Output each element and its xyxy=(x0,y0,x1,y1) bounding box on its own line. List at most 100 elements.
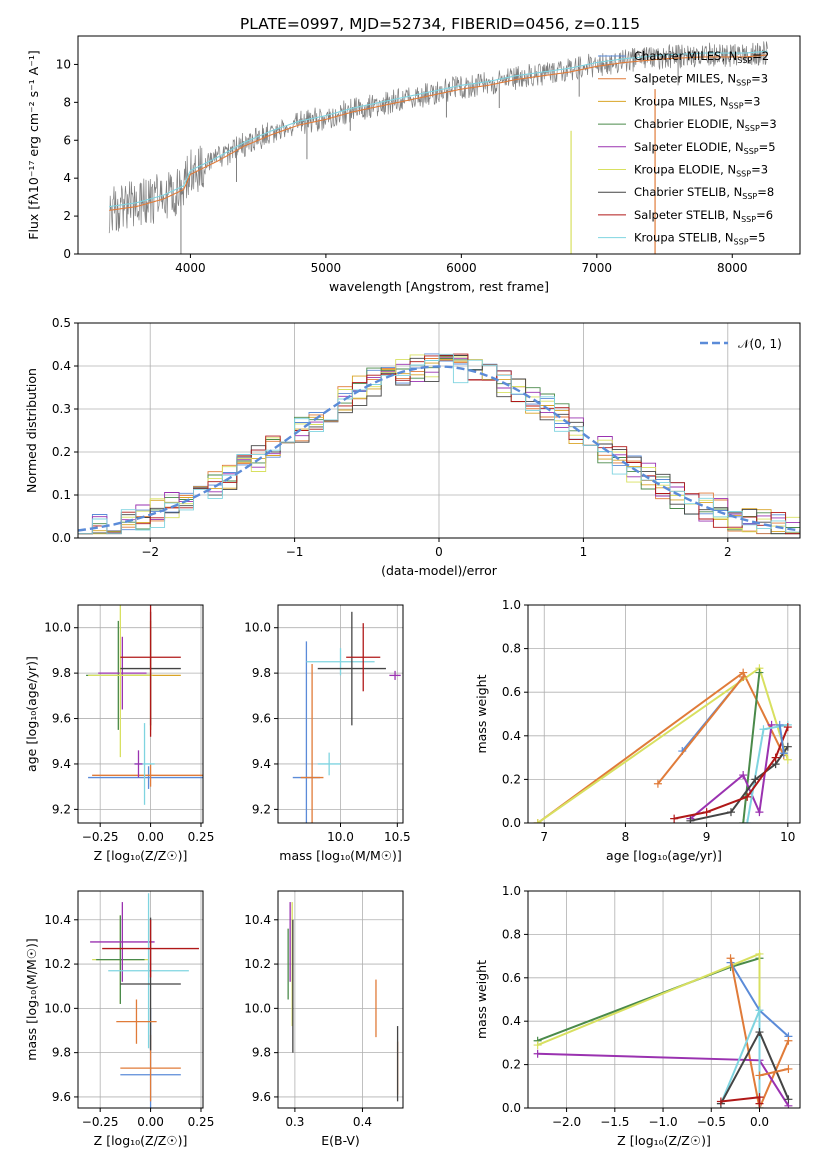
weight-marker xyxy=(755,1006,764,1015)
weight-marker xyxy=(759,725,768,734)
x-tick-label: 0.00 xyxy=(137,1115,164,1129)
axes-frame xyxy=(77,890,204,1109)
plot-area xyxy=(78,353,800,535)
y-tick-label: 9.8 xyxy=(252,666,271,680)
weight-marker xyxy=(739,771,748,780)
x-tick-label: 6000 xyxy=(446,261,477,275)
legend-name: Salpeter STELIB, N xyxy=(634,208,741,222)
y-tick-label: 0.2 xyxy=(502,772,521,786)
y-tick-label: 9.6 xyxy=(252,1090,271,1104)
x-tick-label: 2 xyxy=(724,545,732,559)
panel-massweight-vs-Z: −2.0 −1.5 −1.0 −0.5 0.0 0.0 0.2 0.4 0.6 0.8 1.0 Z [… xyxy=(474,884,801,1148)
weight-marker xyxy=(755,1028,764,1037)
y-tick-label: 0.4 xyxy=(502,1014,521,1028)
legend-count: =8 xyxy=(757,185,774,199)
y-axis-label: mass weight xyxy=(474,674,489,753)
weight-marker xyxy=(775,720,784,729)
x-axis-label: mass [log₁₀(M/M☉)] xyxy=(279,848,401,863)
x-tick-label: −0.25 xyxy=(82,1115,119,1129)
y-tick-label: 10.2 xyxy=(44,957,71,971)
y-tick-label: 0.8 xyxy=(502,642,521,656)
x-axis-label: Z [log₁₀(Z/Z☉)] xyxy=(94,1133,188,1148)
y-tick-label: 9.6 xyxy=(252,712,271,726)
y-tick-label: 0.3 xyxy=(52,402,71,416)
legend-subscript: SSP xyxy=(729,101,744,110)
legend-label: Salpeter STELIB, NSSP=6 xyxy=(634,208,773,224)
legend-subscript: SSP xyxy=(737,56,752,65)
legend-subscript: SSP xyxy=(741,215,756,224)
x-tick-label: 0.4 xyxy=(353,1115,372,1129)
weight-marker xyxy=(751,775,760,784)
x-tick-label: −2.0 xyxy=(552,1115,581,1129)
panel-age-vs-Z: −0.25 0.00 0.25 9.2 9.4 9.6 9.8 10.0 Z [log₁₀(Z/… xyxy=(24,604,214,863)
legend-count: =3 xyxy=(751,163,768,177)
weight-marker xyxy=(784,1036,793,1045)
panel-massweight-vs-age: 7 8 9 10 0.0 0.2 0.4 0.6 0.8 1.0 age [log₁₀(age/yr… xyxy=(474,598,801,863)
axes-frame xyxy=(527,890,801,1109)
y-tick-label: 2 xyxy=(63,209,71,223)
weight-marker xyxy=(783,742,792,751)
x-tick-label: 5000 xyxy=(311,261,342,275)
weight-line xyxy=(759,1067,789,1077)
legend-name: Chabrier ELODIE, N xyxy=(634,117,745,131)
weight-marker xyxy=(670,814,679,823)
legend-label: Kroupa ELODIE, NSSP=3 xyxy=(634,163,768,179)
weight-marker xyxy=(743,792,752,801)
weight-marker xyxy=(726,808,735,817)
panel-mass-vs-Z: −0.25 0.00 0.25 9.6 9.8 10.0 10.2 10.4 Z [log₁₀(… xyxy=(24,890,214,1148)
legend-label: Chabrier STELIB, NSSP=8 xyxy=(634,185,774,201)
y-tick-label: 0.2 xyxy=(52,445,71,459)
weight-line xyxy=(657,676,744,785)
x-tick-label: 10.0 xyxy=(327,830,354,844)
x-tick-label: −0.5 xyxy=(697,1115,726,1129)
histogram-step xyxy=(78,353,800,535)
legend-label: Salpeter ELODIE, NSSP=5 xyxy=(634,140,776,156)
legend-subscript: SSP xyxy=(736,79,751,88)
axes-frame xyxy=(527,604,801,824)
x-tick-label: −0.25 xyxy=(82,830,119,844)
x-tick-label: 0.00 xyxy=(137,830,164,844)
weight-line xyxy=(689,724,773,820)
y-tick-label: 10 xyxy=(56,57,71,71)
y-tick-label: 9.4 xyxy=(52,757,71,771)
legend-name: Chabrier STELIB, N xyxy=(634,185,742,199)
weight-marker xyxy=(653,779,662,788)
legend-name: Kroupa STELIB, N xyxy=(634,231,734,245)
legend-subscript: SSP xyxy=(736,170,751,179)
y-tick-label: 0.6 xyxy=(502,971,521,985)
weight-line xyxy=(729,958,790,1108)
legend-subscript: SSP xyxy=(742,192,757,201)
x-tick-label: −1.0 xyxy=(648,1115,677,1129)
legend-count: =5 xyxy=(749,231,766,245)
y-axis-label: Flux [fλ10⁻¹⁷ erg cm⁻² s⁻¹ A⁻¹] xyxy=(26,50,41,239)
y-axis-label: Normed distribution xyxy=(24,368,39,493)
legend-count: =2 xyxy=(752,49,769,63)
weight-marker xyxy=(533,1041,542,1050)
x-tick-label: 0.0 xyxy=(750,1115,769,1129)
y-tick-label: 9.6 xyxy=(52,1090,71,1104)
y-tick-label: 0.0 xyxy=(502,1101,521,1115)
y-tick-label: 9.4 xyxy=(252,757,271,771)
legend-label: Chabrier ELODIE, NSSP=3 xyxy=(634,117,777,133)
x-tick-label: 8000 xyxy=(717,261,748,275)
legend-subscript: SSP xyxy=(745,124,760,133)
weight-marker xyxy=(779,749,788,758)
weight-marker xyxy=(716,1097,725,1106)
x-tick-label: 9 xyxy=(703,830,711,844)
legend-count: =5 xyxy=(759,140,776,154)
axes-frame xyxy=(77,35,801,255)
x-tick-label: 10.5 xyxy=(384,830,411,844)
legend-name: Salpeter ELODIE, N xyxy=(634,140,744,154)
weight-line xyxy=(778,724,785,754)
y-tick-label: 10.0 xyxy=(244,1001,271,1015)
y-tick-label: 9.2 xyxy=(52,802,71,816)
legend-count: =3 xyxy=(751,72,768,86)
panel-age-vs-mass: 10.0 10.5 9.2 9.4 9.6 9.8 10.0 mass [log₁₀(M/M☉… xyxy=(244,604,411,863)
y-tick-label: 10.0 xyxy=(44,621,71,635)
weight-marker xyxy=(743,819,752,823)
legend-label: Chabrier MILES, NSSP=2 xyxy=(634,49,769,65)
legend-label: Kroupa MILES, NSSP=3 xyxy=(634,94,760,110)
legend-name: Kroupa ELODIE, N xyxy=(634,163,736,177)
y-tick-label: 0 xyxy=(63,247,71,261)
